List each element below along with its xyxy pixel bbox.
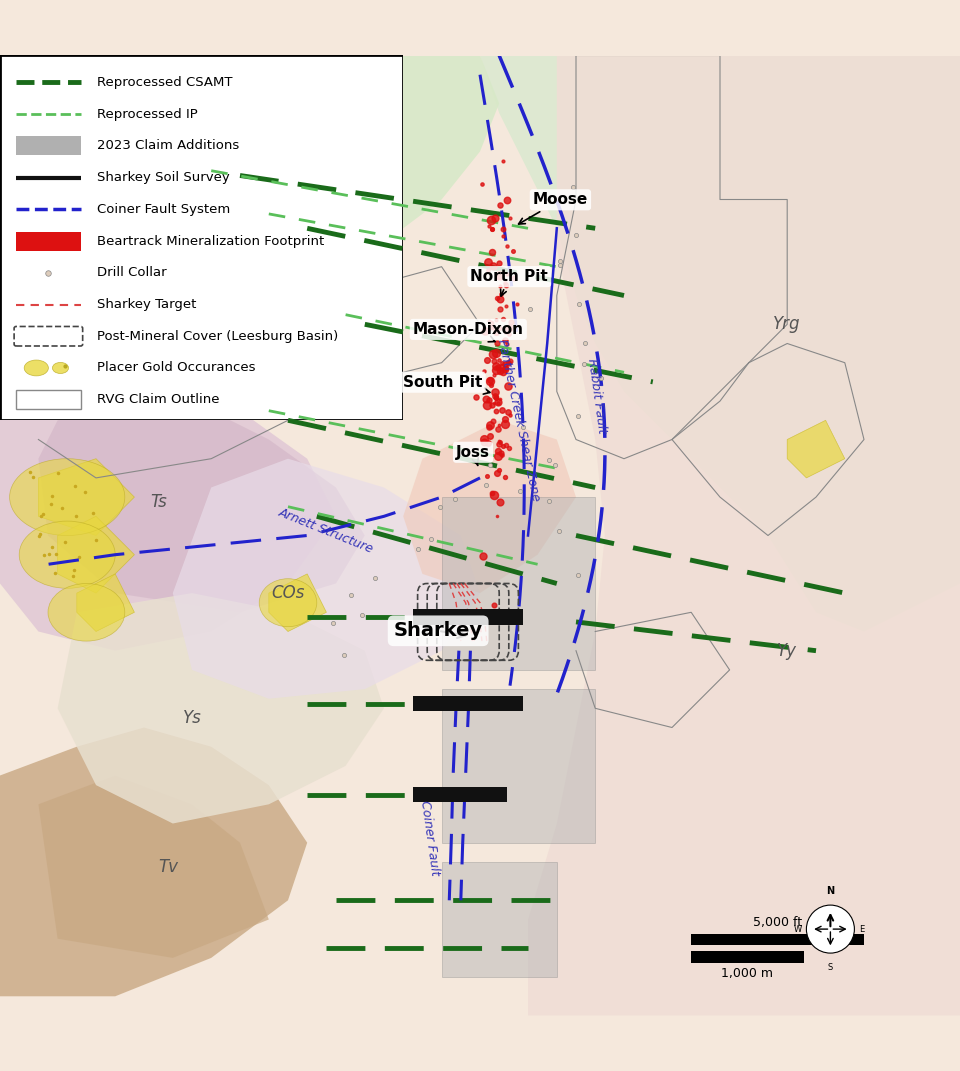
Polygon shape (0, 56, 499, 363)
Text: North Pit: North Pit (470, 269, 548, 296)
Text: Ys: Ys (182, 709, 202, 727)
Polygon shape (77, 574, 134, 632)
Text: N: N (827, 886, 834, 895)
Text: E: E (859, 924, 864, 934)
Ellipse shape (19, 522, 115, 588)
Polygon shape (58, 516, 134, 593)
Polygon shape (38, 392, 365, 613)
Polygon shape (38, 458, 134, 536)
Ellipse shape (10, 458, 125, 536)
Text: S: S (828, 963, 833, 971)
Circle shape (806, 905, 854, 953)
Ellipse shape (48, 584, 125, 642)
Text: Yy: Yy (778, 642, 797, 660)
Bar (442, 497, 595, 669)
Polygon shape (173, 458, 480, 698)
Bar (442, 689, 595, 843)
Bar (691, 934, 864, 946)
Polygon shape (58, 593, 384, 824)
Text: Ts: Ts (150, 493, 167, 511)
Ellipse shape (259, 578, 317, 627)
Bar (442, 862, 557, 977)
Polygon shape (432, 56, 960, 632)
Text: COs: COs (272, 584, 304, 602)
Bar (413, 787, 507, 802)
Text: Mason-Dixon: Mason-Dixon (413, 322, 524, 342)
Bar (691, 951, 804, 963)
Text: 1,000 m: 1,000 m (721, 966, 774, 980)
Text: 5,000 ft: 5,000 ft (753, 916, 803, 930)
Text: Yrg: Yrg (774, 315, 801, 333)
Text: South Pit: South Pit (403, 375, 490, 394)
Bar (413, 696, 523, 711)
Polygon shape (269, 574, 326, 632)
Polygon shape (0, 727, 307, 996)
Polygon shape (528, 56, 960, 1015)
Text: Rabbit Fault: Rabbit Fault (586, 358, 609, 435)
Text: Moose: Moose (518, 193, 588, 224)
Text: Joss: Joss (456, 444, 490, 466)
Text: Coiner Fault: Coiner Fault (419, 799, 442, 876)
Polygon shape (38, 775, 269, 957)
Text: W: W (793, 924, 802, 934)
Polygon shape (403, 420, 576, 593)
Polygon shape (787, 420, 845, 478)
Text: Tv: Tv (158, 858, 178, 876)
Text: Arnett Structure: Arnett Structure (277, 506, 375, 556)
Polygon shape (0, 373, 336, 651)
Text: Panther Creek Shear Zone: Panther Creek Shear Zone (494, 338, 542, 502)
Text: Sharkey: Sharkey (394, 621, 483, 640)
Bar (413, 609, 523, 624)
